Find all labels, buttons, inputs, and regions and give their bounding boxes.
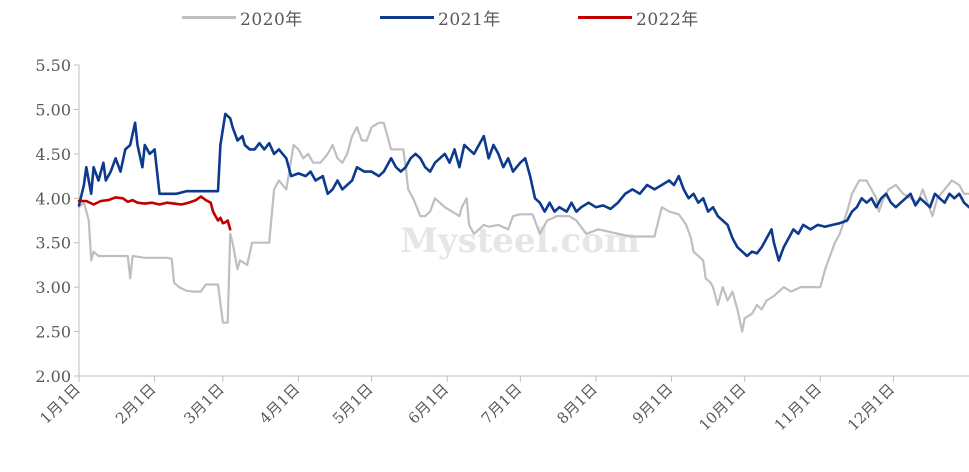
- legend-label: 2020年: [240, 9, 303, 30]
- x-tick-label: 9月1日: [629, 380, 676, 427]
- x-tick-label: 4月1日: [256, 380, 303, 427]
- y-tick-label: 3.50: [35, 234, 71, 253]
- series-layer: [77, 112, 969, 333]
- y-tick-label: 2.50: [35, 323, 71, 342]
- x-tick-label: 11月1日: [771, 380, 825, 434]
- watermark: Mysteel.com: [400, 221, 640, 261]
- x-tick-label: 10月1日: [695, 380, 749, 434]
- series-line-2021年: [77, 112, 969, 262]
- y-tick-label: 4.00: [35, 189, 71, 208]
- legend-swatch: [578, 15, 632, 19]
- legend-swatch: [182, 15, 236, 19]
- x-tick-label: 5月1日: [329, 380, 376, 427]
- x-tick-label: 2月1日: [112, 380, 159, 427]
- x-tick-label: 12月1日: [844, 380, 898, 434]
- y-tick-label: 3.00: [35, 278, 71, 297]
- legend-label: 2022年: [636, 9, 699, 30]
- x-tick-label: 3月1日: [180, 380, 227, 427]
- y-tick-label: 4.50: [35, 145, 71, 164]
- legend-item: 2021年: [380, 4, 501, 30]
- x-tick-label: 1月1日: [36, 380, 83, 427]
- y-tick-label: 5.50: [35, 56, 71, 75]
- y-tick-label: 2.00: [35, 367, 71, 386]
- legend-item: 2020年: [182, 4, 303, 30]
- watermark-text: Mysteel.com: [400, 221, 640, 261]
- x-tick-label: 7月1日: [478, 380, 525, 427]
- chart-legend: 2020年 2021年 2022年: [0, 4, 969, 30]
- series-line-2020年: [77, 121, 969, 333]
- x-tick-label: 8月1日: [553, 380, 600, 427]
- legend-swatch: [380, 15, 434, 19]
- x-tick-label: 6月1日: [405, 380, 452, 427]
- legend-label: 2021年: [438, 9, 501, 30]
- y-tick-label: 5.00: [35, 100, 71, 119]
- series-line-2022年: [77, 195, 232, 231]
- legend-item: 2022年: [578, 4, 699, 30]
